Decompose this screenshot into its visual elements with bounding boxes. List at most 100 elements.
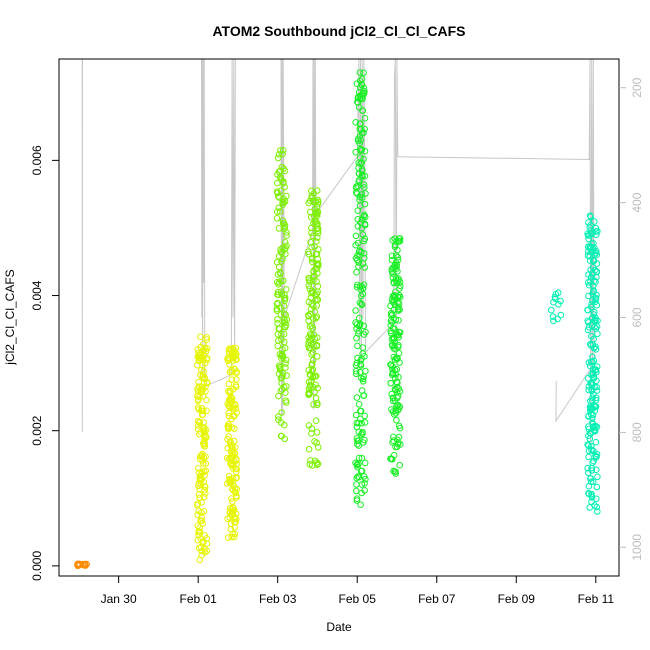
- data-point: [584, 441, 592, 448]
- data-point: [194, 385, 201, 392]
- data-point: [395, 275, 402, 283]
- data-point: [359, 290, 367, 298]
- data-point: [199, 407, 207, 415]
- data-point: [305, 445, 313, 453]
- data-point: [224, 534, 232, 541]
- data-point: [592, 294, 600, 302]
- data-point: [281, 198, 289, 205]
- data-point: [229, 475, 237, 482]
- data-point: [588, 386, 596, 393]
- y2-tick-label: 200: [630, 77, 644, 97]
- data-point: [282, 311, 289, 319]
- data-point: [313, 313, 321, 321]
- data-point: [361, 459, 369, 467]
- data-point: [354, 207, 362, 214]
- data-point: [281, 338, 288, 346]
- data-point: [359, 439, 367, 446]
- data-point: [352, 307, 359, 314]
- data-point: [200, 340, 207, 348]
- data-point: [391, 356, 399, 363]
- data-point: [231, 450, 239, 457]
- data-point: [592, 396, 600, 404]
- data-point: [353, 321, 361, 328]
- data-point: [279, 219, 287, 227]
- data-point: [357, 120, 364, 127]
- y2-tick-label: 600: [630, 307, 644, 327]
- data-point: [360, 212, 368, 220]
- x-tick-label: Jan 30: [101, 592, 137, 606]
- data-point: [388, 371, 396, 379]
- data-point: [361, 264, 369, 271]
- data-point: [232, 515, 240, 523]
- data-point: [275, 193, 282, 200]
- data-point: [307, 305, 315, 313]
- data-point: [394, 299, 401, 307]
- data-point: [585, 490, 592, 497]
- data-point: [307, 213, 315, 221]
- x-tick-label: Feb 03: [259, 592, 297, 606]
- data-point: [274, 320, 281, 327]
- data-point: [196, 556, 203, 564]
- data-point: [280, 199, 288, 206]
- data-point: [312, 417, 320, 425]
- data-point: [195, 482, 202, 490]
- data-point: [391, 241, 399, 249]
- data-point: [358, 300, 365, 308]
- data-point: [306, 391, 313, 398]
- data-point: [202, 467, 210, 475]
- data-point: [358, 166, 366, 173]
- data-point: [227, 387, 234, 395]
- data-point: [592, 318, 599, 325]
- data-point: [361, 419, 369, 426]
- data-point: [389, 270, 396, 277]
- data-point: [225, 354, 232, 362]
- data-point: [352, 148, 360, 156]
- data-point: [277, 187, 285, 194]
- data-point: [393, 265, 400, 273]
- data-point: [360, 322, 368, 330]
- data-point: [275, 253, 283, 260]
- data-point: [584, 326, 592, 334]
- data-point: [278, 258, 285, 265]
- data-point: [591, 422, 598, 430]
- data-point: [310, 190, 318, 197]
- data-point: [311, 457, 319, 465]
- data-point: [308, 430, 315, 437]
- data-point: [394, 293, 401, 300]
- data-point: [396, 278, 404, 286]
- data-point: [314, 282, 322, 290]
- data-point: [309, 374, 317, 381]
- y-tick-label: 0.000: [30, 551, 44, 581]
- data-point: [226, 403, 233, 411]
- data-point: [592, 394, 600, 402]
- data-point: [395, 343, 402, 351]
- data-point: [391, 411, 398, 418]
- data-point: [591, 266, 599, 274]
- data-point: [203, 379, 211, 387]
- data-point: [203, 334, 210, 341]
- data-point: [313, 429, 321, 436]
- data-point: [588, 322, 596, 329]
- data-point: [200, 441, 208, 448]
- data-point: [554, 289, 562, 297]
- data-point: [230, 482, 237, 490]
- data-point: [387, 309, 395, 317]
- data-point: [356, 193, 364, 201]
- data-point: [275, 337, 282, 344]
- data-point: [360, 392, 368, 399]
- data-point: [225, 387, 232, 395]
- data-point: [312, 250, 320, 258]
- data-point: [585, 453, 592, 461]
- data-point: [585, 386, 593, 394]
- data-point: [586, 212, 594, 219]
- data-point: [229, 498, 236, 505]
- data-point: [195, 357, 203, 365]
- data-point: [357, 407, 365, 415]
- data-point: [395, 238, 403, 245]
- data-point: [314, 225, 322, 232]
- y2-tick-label: 400: [630, 192, 644, 212]
- data-point: [590, 311, 598, 318]
- plot-frame: [58, 58, 620, 577]
- data-point: [315, 262, 322, 269]
- data-point: [590, 257, 598, 265]
